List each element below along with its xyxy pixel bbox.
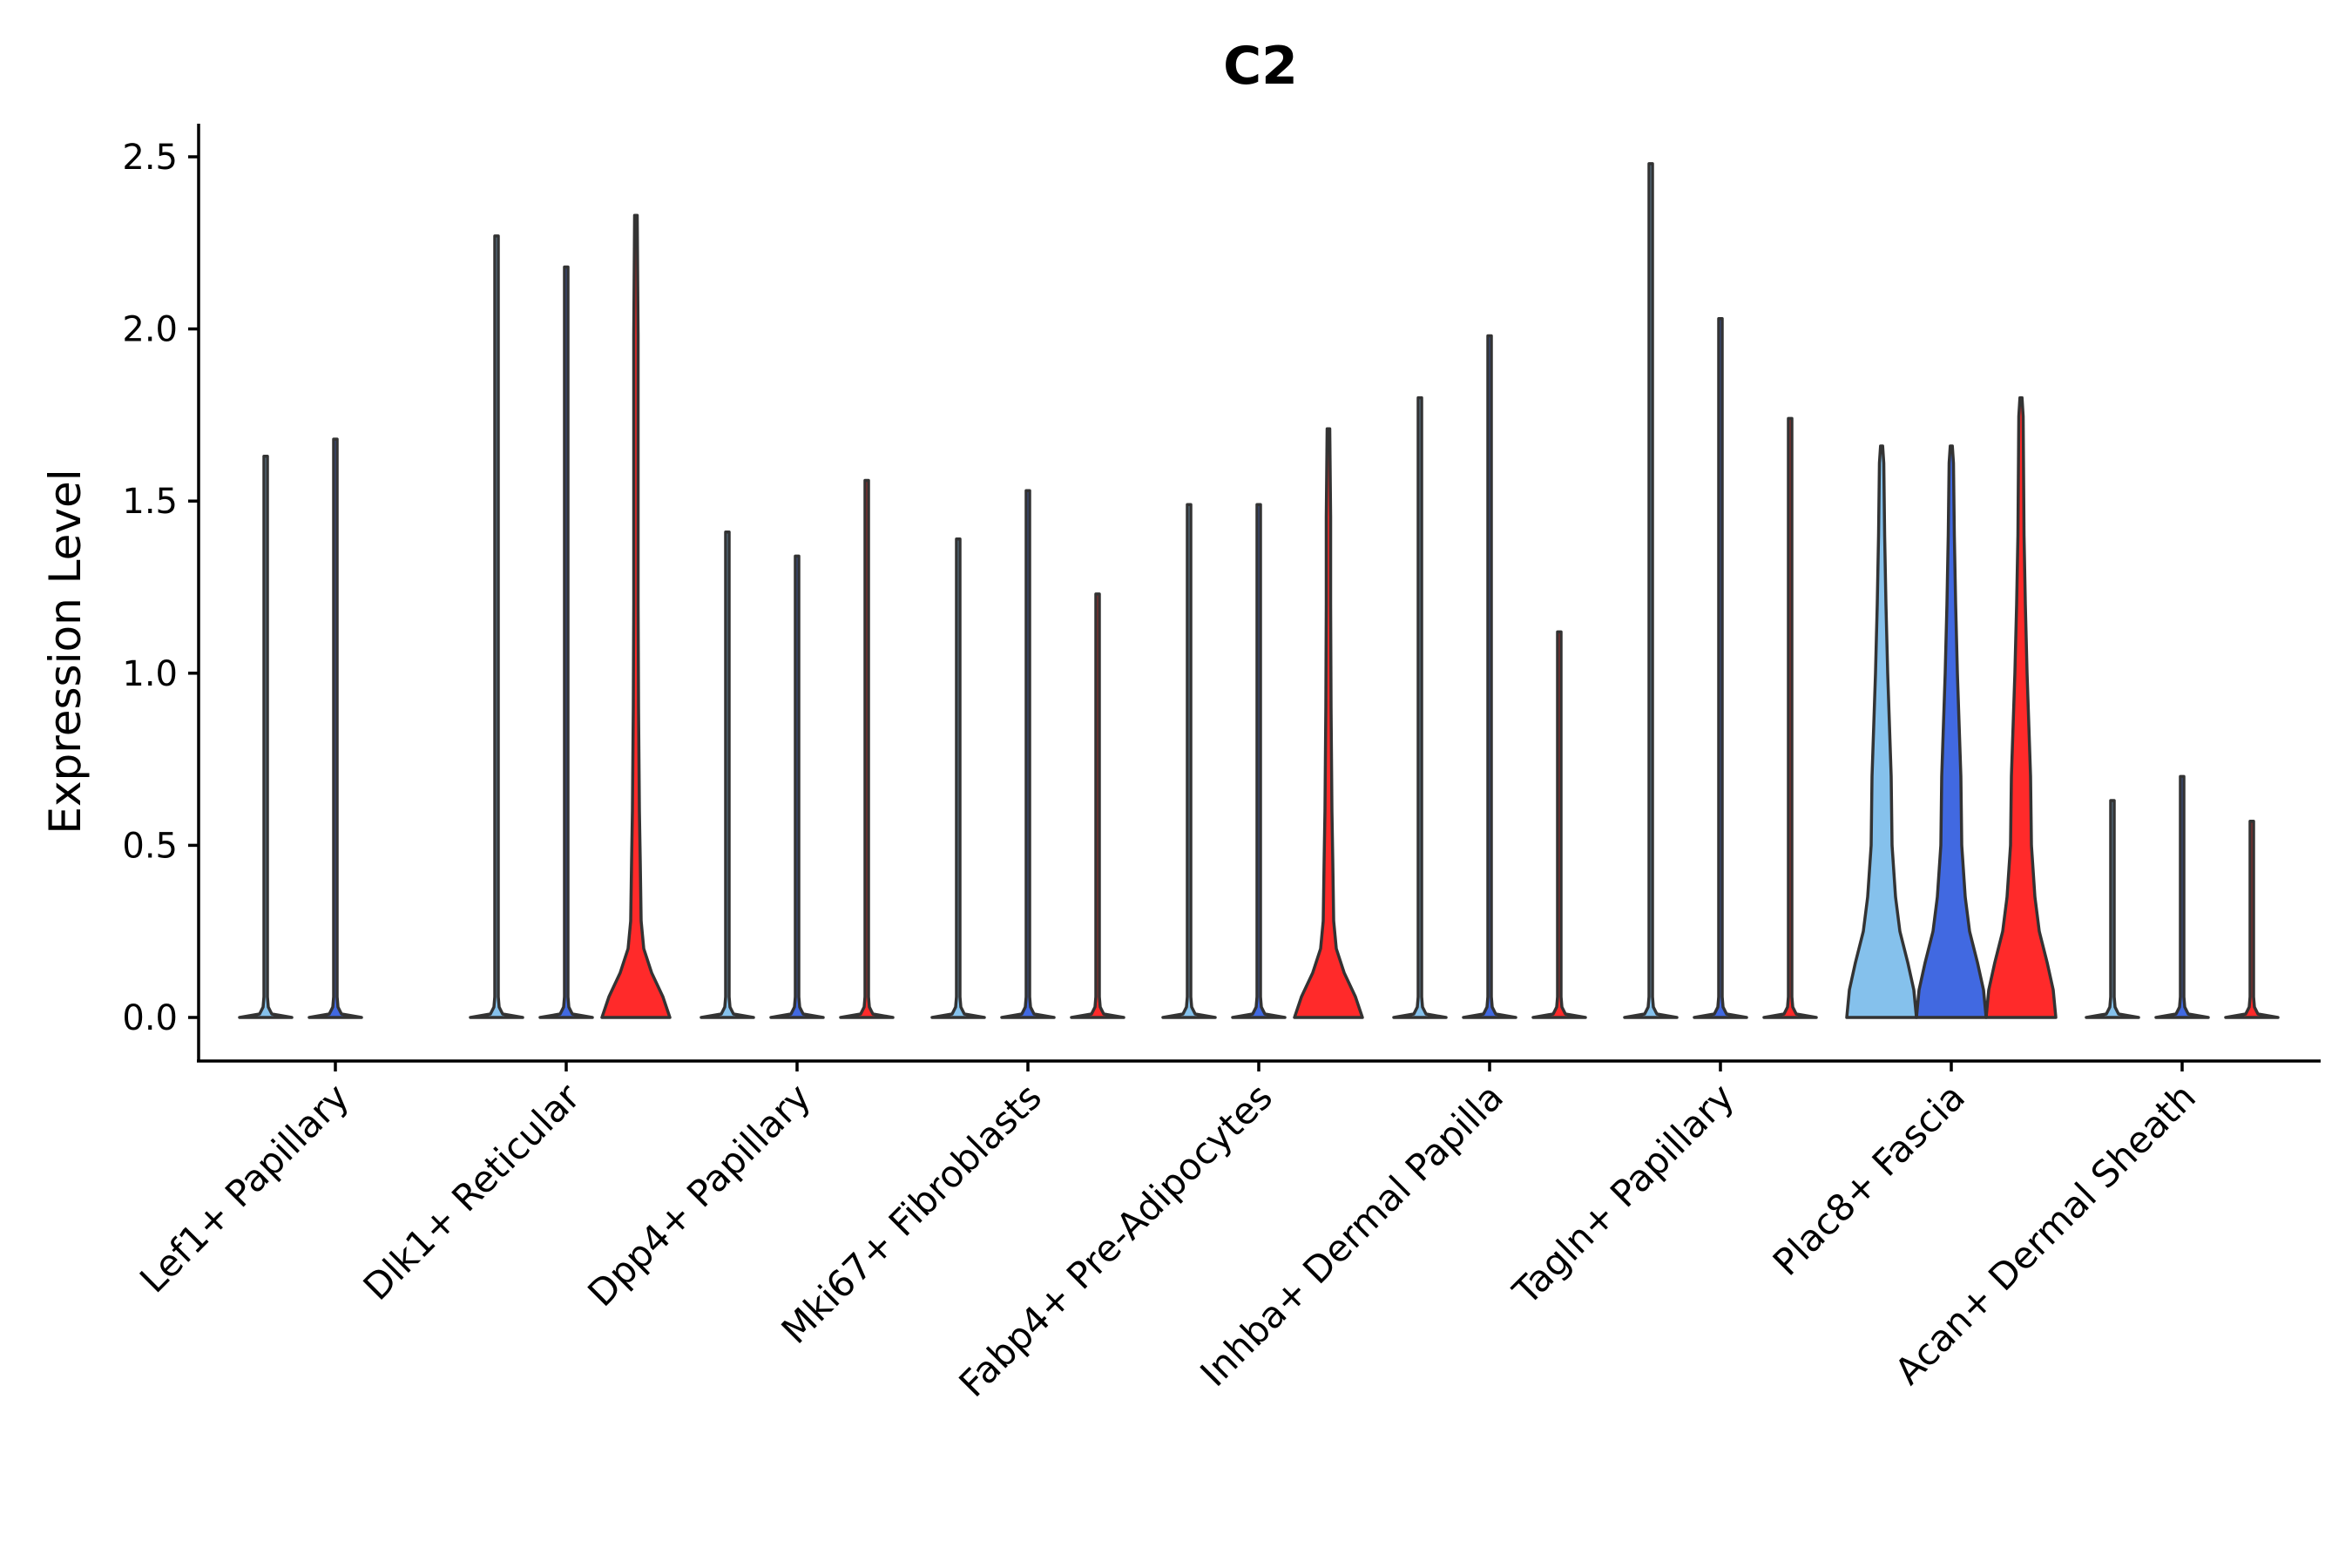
violin-inhba-dermal-papilla-group-3 — [1531, 630, 1587, 1019]
y-tick-label: 2.0 — [122, 310, 178, 350]
x-tick-label-mki67-fibroblasts: Mki67+ Fibroblasts — [774, 1075, 1050, 1351]
violin-dlk1-reticular-group-1 — [469, 234, 524, 1019]
x-tick-label-plac8-fascia: Plac8+ Fascia — [1765, 1075, 1973, 1283]
violin-plac8-fascia-group-3 — [1984, 395, 2058, 1019]
y-tick-label: 1.5 — [122, 482, 178, 522]
violin-mki67-fibroblasts-group-2 — [1000, 489, 1056, 1019]
y-ticks: 0.0 0.5 1.0 1.5 2.0 2.5 — [122, 138, 199, 1038]
violin-mki67-fibroblasts-group-1 — [930, 537, 986, 1019]
violin-plac8-fascia-group-2 — [1915, 444, 1988, 1019]
violin-tagln-papillary-group-2 — [1693, 316, 1748, 1019]
violin-acan-dermal-sheath-group-2 — [2154, 774, 2210, 1019]
violin-fabp4-pre-adipocytes-group-1 — [1161, 503, 1217, 1019]
chart-title: C2 — [1223, 36, 1298, 97]
violin-dlk1-reticular-group-2 — [538, 265, 594, 1019]
violin-lef1-papillary-group-1 — [238, 455, 294, 1019]
violin-dpp4-papillary-group-2 — [769, 554, 825, 1019]
y-axis-label: Expression Level — [40, 469, 91, 834]
y-tick-label: 0.0 — [122, 998, 178, 1038]
y-tick-label: 1.0 — [122, 654, 178, 694]
violin-acan-dermal-sheath-group-1 — [2085, 799, 2140, 1019]
y-tick-label: 2.5 — [122, 138, 178, 178]
x-tick-label-lef1-papillary: Lef1+ Papillary — [132, 1075, 357, 1301]
violin-inhba-dermal-papilla-group-1 — [1392, 395, 1448, 1019]
violin-acan-dermal-sheath-group-3 — [2224, 819, 2280, 1019]
violin-tagln-papillary-group-1 — [1623, 162, 1679, 1019]
x-tick-label-dpp4-papillary: Dpp4+ Papillary — [579, 1075, 819, 1315]
violin-fabp4-pre-adipocytes-group-3 — [1293, 427, 1364, 1019]
violin-tagln-papillary-group-3 — [1762, 416, 1818, 1019]
violin-dlk1-reticular-group-3 — [600, 213, 672, 1019]
y-tick-label: 0.5 — [122, 826, 178, 866]
violin-inhba-dermal-papilla-group-2 — [1462, 334, 1517, 1019]
x-tick-label-dlk1-reticular: Dlk1+ Reticular — [355, 1075, 589, 1308]
violin-dpp4-papillary-group-3 — [839, 478, 895, 1019]
violin-layer — [238, 162, 2280, 1019]
violin-lef1-papillary-group-2 — [308, 437, 363, 1019]
violin-plac8-fascia-group-1 — [1845, 444, 1918, 1019]
violin-fabp4-pre-adipocytes-group-2 — [1231, 503, 1287, 1019]
x-tick-label-tagln-papillary: Tagln+ Papillary — [1504, 1075, 1742, 1313]
violin-dpp4-papillary-group-1 — [700, 531, 755, 1019]
violin-mki67-fibroblasts-group-3 — [1070, 592, 1125, 1019]
